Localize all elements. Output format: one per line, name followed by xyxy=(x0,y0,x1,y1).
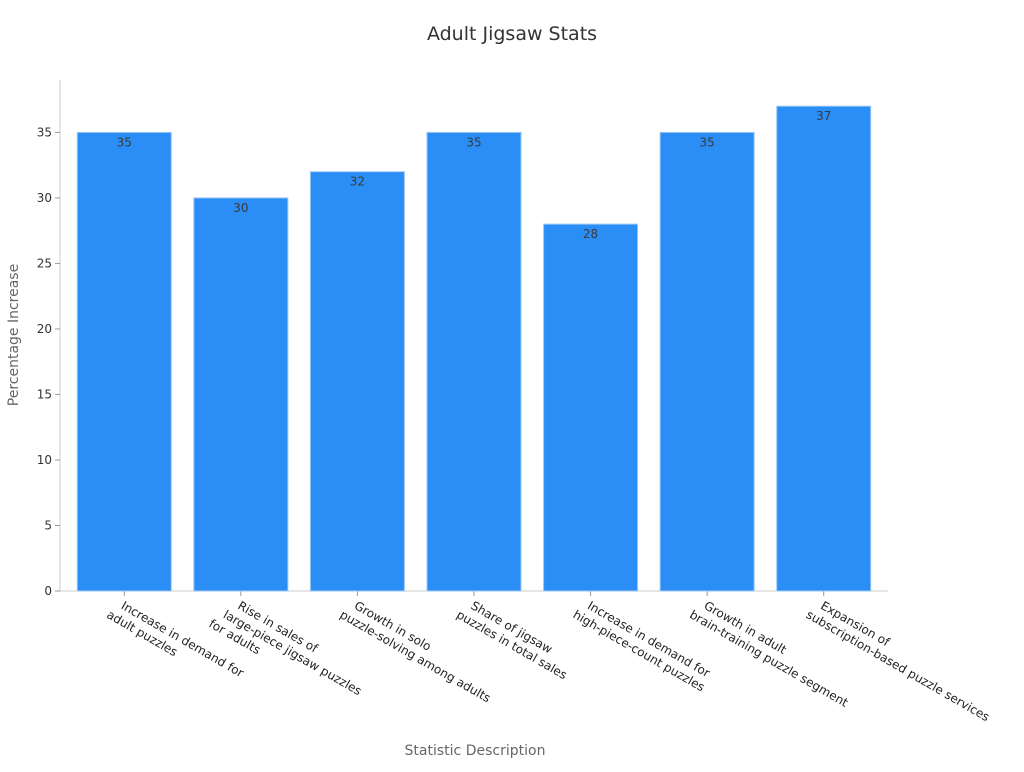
y-axis-title: Percentage Increase xyxy=(6,264,22,406)
bar xyxy=(776,105,872,592)
y-tick-label: 0 xyxy=(44,584,52,598)
y-tick-label: 10 xyxy=(37,453,52,467)
data-labels: 35 30 32 35 28 35 37 xyxy=(117,109,832,241)
x-axis xyxy=(60,590,888,596)
data-label: 35 xyxy=(700,135,715,149)
data-label: 35 xyxy=(117,135,132,149)
category-label-line: high-piece-count puzzles xyxy=(571,607,708,694)
y-tick-label: 35 xyxy=(37,125,52,139)
y-tick-label: 30 xyxy=(37,191,52,205)
x-axis-title: Statistic Description xyxy=(405,743,546,759)
bar xyxy=(426,131,522,592)
data-label: 30 xyxy=(233,201,248,215)
data-label: 28 xyxy=(583,227,598,241)
category-label-line: subscription-based puzzle services xyxy=(804,607,992,724)
chart-title: Adult Jigsaw Stats xyxy=(427,23,597,45)
bar-series xyxy=(76,105,872,592)
y-tick-label: 25 xyxy=(37,256,52,270)
bar xyxy=(659,131,755,592)
bar xyxy=(309,171,405,592)
y-tick-label: 15 xyxy=(37,387,52,401)
bar xyxy=(76,131,172,592)
data-label: 37 xyxy=(816,109,831,123)
y-tick-label: 20 xyxy=(37,322,52,336)
bar xyxy=(193,197,289,592)
bar xyxy=(543,223,639,592)
data-label: 35 xyxy=(466,135,481,149)
data-label: 32 xyxy=(350,175,365,189)
y-axis: 0 5 10 15 20 25 30 35 xyxy=(37,80,61,598)
y-tick-label: 5 xyxy=(44,518,52,532)
